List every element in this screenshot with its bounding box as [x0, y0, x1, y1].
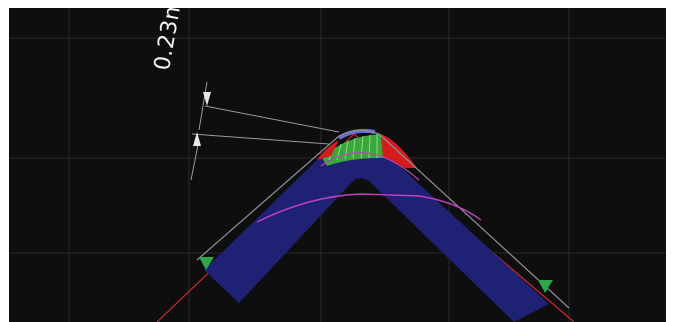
- bend-zone-red-left: [317, 140, 339, 160]
- neutral-axis-line: [256, 193, 482, 223]
- left-anchor-marker-icon[interactable]: [199, 257, 214, 270]
- neutral-axis-top: [320, 152, 420, 181]
- bent-part-body[interactable]: [204, 150, 549, 322]
- dimension-arrow-icon: [193, 92, 211, 146]
- right-anchor-marker-icon[interactable]: [538, 280, 553, 293]
- bend-outline: [196, 129, 570, 309]
- dimension-lines: [190, 81, 340, 181]
- cad-viewport[interactable]: 0.23mm: [9, 8, 666, 322]
- cad-scene: [9, 8, 666, 322]
